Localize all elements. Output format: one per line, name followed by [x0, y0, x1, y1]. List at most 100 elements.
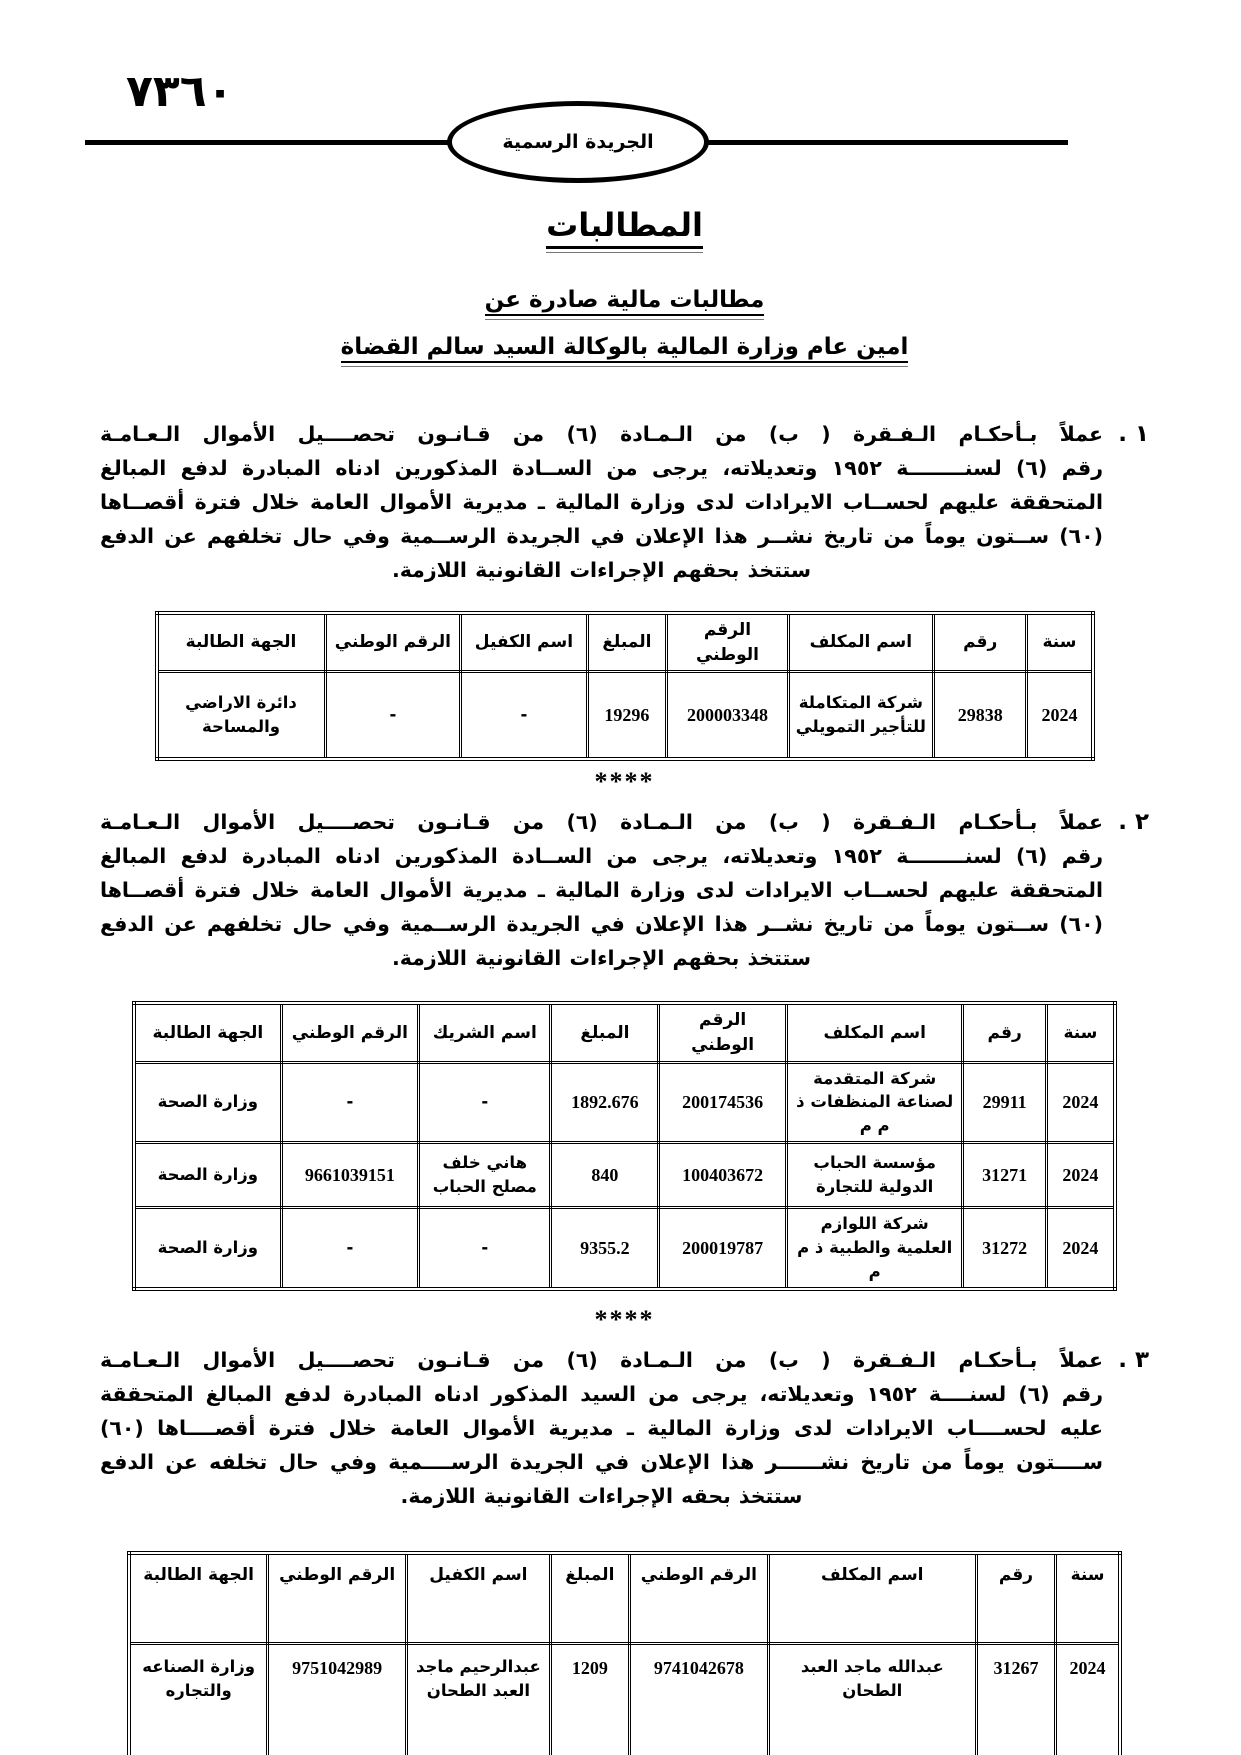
table-row: 2024 29838 شركة المتكاملة للتأجير التمويلي…: [155, 670, 1094, 761]
table-cell: -: [279, 1206, 421, 1291]
issuer-line: امين عام وزارة المالية بالوكالة السيد سا…: [100, 334, 1149, 367]
page-title: المطالبات: [100, 206, 1149, 253]
claims-section-3: ٣ . عملاً بـأحكـام الـفـقرة ( ب) من الـم…: [100, 1343, 1149, 1513]
table-cell: شركة المتقدمة لصناعة المنظفات ذ م م: [784, 1060, 965, 1145]
table-cell: 2024: [1054, 1642, 1122, 1755]
table-cell: 840: [549, 1141, 661, 1210]
paragraph-line: المتحققة عليهم لحســاب الايرادات لدى وزا…: [100, 490, 1103, 514]
column-header: المبلغ: [548, 1551, 631, 1646]
paragraph-line: ستتخذ بحقه الإجراءات القانونية اللازمة.: [400, 1484, 803, 1509]
page-title-text: المطالبات: [546, 206, 703, 249]
paragraph-line: عملاً بـأحكـام الـفـقرة ( ب) من الـمـادة…: [100, 810, 1103, 835]
table-cell: 1892.676: [549, 1060, 661, 1145]
table-cell: -: [417, 1060, 553, 1145]
table-cell: 2024: [1044, 1206, 1117, 1291]
table-cell: 29911: [961, 1060, 1048, 1145]
claims-table-3: سنة رقم اسم المكلف الرقم الوطني المبلغ اسم ال…: [127, 1551, 1122, 1755]
column-header: اسم المكلف: [784, 1001, 965, 1064]
column-header: الجهة الطالبة: [127, 1551, 270, 1646]
column-header: رقم: [974, 1551, 1058, 1646]
gazette-banner-label: الجريدة الرسمية: [502, 131, 654, 153]
paragraph-line: المتحققة عليهم لحســاب الايرادات لدى وزا…: [100, 878, 1103, 903]
stars-separator: ****: [594, 1305, 655, 1335]
column-header: اسم الكفيل: [405, 1551, 552, 1646]
column-header: اسم المكلف: [766, 1551, 978, 1646]
table-cell: -: [323, 670, 463, 761]
table-row: 2024 29911 شركة المتقدمة لصناعة المنظفات ذ…: [132, 1060, 1117, 1145]
column-header: الرقم الوطني: [279, 1001, 421, 1064]
header-row: سنة رقم اسم المكلف الرقم الوطني المبلغ اسم ال…: [132, 1001, 1117, 1064]
header-row: سنة رقم اسم المكلف الرقم الوطني المبلغ اسم ال…: [127, 1551, 1122, 1646]
table-cell: -: [459, 670, 589, 761]
claims-table-1: سنة رقم اسم المكلف الرقم الوطني المبلغ اسم ال…: [154, 611, 1095, 762]
claims-section-2: ٢ . عملاً بـأحكـام الـفـقرة ( ب) من الـم…: [100, 805, 1149, 975]
table-cell: عبدالله ماجد العبد الطحان: [766, 1642, 978, 1755]
column-header: المبلغ: [549, 1001, 661, 1064]
paragraph-line: عملاً بـأحكـام الـفـقرة ( ب) من الـمـادة…: [100, 422, 1103, 446]
stars-separator: ****: [594, 767, 655, 797]
table-row: 2024 31271 مؤسسة الحباب الدولية للتجارة 100…: [132, 1141, 1117, 1210]
column-header: اسم الشريك: [417, 1001, 553, 1064]
header-row: سنة رقم اسم المكلف الرقم الوطني المبلغ اسم ال…: [155, 611, 1094, 674]
claims-table-2: سنة رقم اسم المكلف الرقم الوطني المبلغ اسم ال…: [132, 1001, 1117, 1292]
column-header: الرقم الوطني: [665, 611, 790, 674]
paragraph-line: ستتخذ بحقهم الإجراءات القانونية اللازمة.: [391, 558, 812, 582]
section-number: ١ .: [1118, 421, 1149, 447]
table-cell: دائرة الاراضي والمساحة: [155, 670, 327, 761]
section-number: ٢ .: [1118, 809, 1149, 836]
table-row: 2024 31267 عبدالله ماجد العبد الطحان 974104…: [127, 1642, 1122, 1755]
table-cell: 200174536: [657, 1060, 788, 1145]
table-cell: عبدالرحيم ماجد العبد الطحان: [405, 1642, 552, 1755]
table-cell: 100403672: [657, 1141, 788, 1210]
table-cell: 2024: [1025, 670, 1094, 761]
table-cell: 29838: [931, 670, 1029, 761]
paragraph-line: ســــتون يوماً من تاريخ نشــــــر هذا ال…: [100, 1450, 1103, 1475]
table-cell: وزارة الصحة: [132, 1141, 283, 1210]
table-cell: شركة المتكاملة للتأجير التمويلي: [786, 670, 935, 761]
page-header: ٧٣٦٠ الجريدة الرسمية: [0, 0, 1241, 192]
table-cell: 31271: [961, 1141, 1048, 1210]
column-header: الرقم الوطني: [323, 611, 463, 674]
column-header: الجهة الطالبة: [132, 1001, 283, 1064]
table-cell: وزارة الصناعه والتجاره: [127, 1642, 270, 1755]
section-number: ٣ .: [1118, 1347, 1149, 1374]
table-cell: -: [417, 1206, 553, 1291]
column-header: الرقم الوطني: [627, 1551, 770, 1646]
table-cell: 9751042989: [266, 1642, 409, 1755]
column-header: رقم: [931, 611, 1029, 674]
claims-section-1: ١ . عملاً بـأحكـام الـفـقرة ( ب) من الـم…: [100, 417, 1149, 587]
column-header: رقم: [961, 1001, 1048, 1064]
table-cell: 9661039151: [279, 1141, 421, 1210]
paragraph-line: رقم (٦) لسنــــــــة ١٩٥٢ وتعديلاته، يرج…: [100, 456, 1103, 480]
table-cell: 9355.2: [549, 1206, 661, 1291]
column-header: اسم الكفيل: [459, 611, 589, 674]
paragraph-line: عملاً بـأحكـام الـفـقرة ( ب) من الـمـادة…: [100, 1348, 1103, 1373]
column-header: الرقم الوطني: [657, 1001, 788, 1064]
table-cell: 9741042678: [627, 1642, 770, 1755]
claims-subtitle: مطالبات مالية صادرة عن: [100, 287, 1149, 320]
column-header: سنة: [1044, 1001, 1117, 1064]
column-header: سنة: [1054, 1551, 1122, 1646]
paragraph-line: ستتخذ بحقهم الإجراءات القانونية اللازمة.: [391, 946, 812, 971]
page-content: المطالبات مطالبات مالية صادرة عن امين عا…: [0, 192, 1241, 1755]
table-cell: 2024: [1044, 1141, 1117, 1210]
issuer-line-text: امين عام وزارة المالية بالوكالة السيد سا…: [340, 334, 909, 363]
table-cell: شركة اللوازم العلمية والطبية ذ م م: [784, 1206, 965, 1291]
table-row: 2024 31272 شركة اللوازم العلمية والطبية ذ …: [132, 1206, 1117, 1291]
table-cell: هاني خلف مصلح الحباب: [417, 1141, 553, 1210]
column-header: المبلغ: [585, 611, 669, 674]
table-cell: 200019787: [657, 1206, 788, 1291]
column-header: سنة: [1025, 611, 1094, 674]
table-cell: 2024: [1044, 1060, 1117, 1145]
table-cell: 1209: [548, 1642, 631, 1755]
page-number: ٧٣٦٠: [126, 66, 234, 117]
table-cell: 19296: [585, 670, 669, 761]
column-header: الجهة الطالبة: [155, 611, 327, 674]
paragraph-line: رقم (٦) لسنــــــــة ١٩٥٢ وتعديلاته، يرج…: [100, 844, 1103, 869]
table-cell: 31272: [961, 1206, 1048, 1291]
paragraph-line: رقم (٦) لسنــــة ١٩٥٢ وتعديلاته، يرجى من…: [100, 1382, 1103, 1407]
paragraph-line: (٦٠) ســتون يوماً من تاريخ نشــر هذا الإ…: [100, 912, 1103, 937]
paragraph-line: (٦٠) ســتون يوماً من تاريخ نشــر هذا الإ…: [100, 524, 1103, 548]
table-cell: وزارة الصحة: [132, 1206, 283, 1291]
